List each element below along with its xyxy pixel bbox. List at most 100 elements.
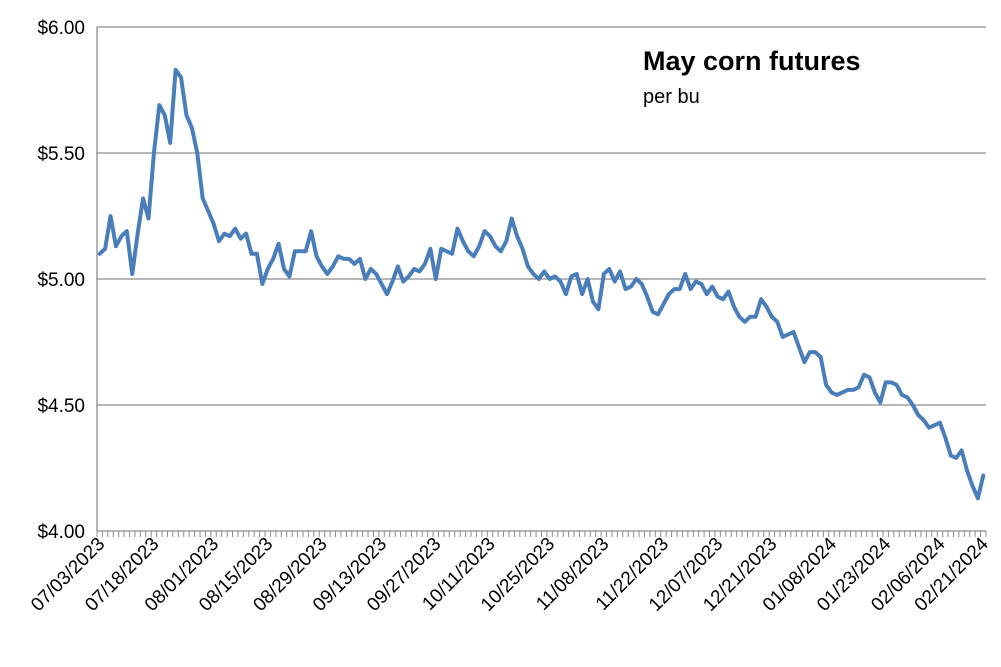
data-point [928,426,931,429]
data-point [651,310,654,313]
data-point [451,252,454,255]
chart-subtitle: per bu [643,86,700,108]
data-point [185,114,188,117]
data-point [532,272,535,275]
data-point [440,247,443,250]
data-point [109,215,112,218]
data-point [266,267,269,270]
y-axis-tick-labels: $4.00 $4.50 $5.00 $5.50 $6.00 [37,18,85,543]
data-point [207,209,210,212]
data-point [754,315,757,318]
data-point [250,252,253,255]
data-point [586,278,589,281]
data-point [570,275,573,278]
data-point [234,227,237,230]
data-point [884,381,887,384]
data-point [711,285,714,288]
data-point [678,288,681,291]
data-point [190,126,193,129]
data-point [890,381,893,384]
data-point [760,298,763,301]
data-point [196,152,199,155]
data-point [152,152,155,155]
data-point [694,280,697,283]
data-point [624,288,627,291]
series-layer [97,67,986,501]
data-point [228,235,231,238]
data-point [814,351,817,354]
data-point [326,272,329,275]
data-point [944,436,947,439]
data-point [846,388,849,391]
data-point [461,240,464,243]
data-point [163,114,166,117]
data-point [272,257,275,260]
data-point [537,278,540,281]
data-point [358,257,361,260]
data-point [331,265,334,268]
data-point [337,255,340,258]
data-point [700,283,703,286]
y-tick-label: $4.50 [37,396,85,417]
data-point [483,230,486,233]
data-point [499,250,502,253]
y-tick-label: $5.00 [37,270,85,291]
data-point [131,272,134,275]
data-point [342,257,345,260]
data-point [960,449,963,452]
data-point [792,330,795,333]
data-point [879,401,882,404]
data-point [158,104,161,107]
data-point [180,76,183,79]
data-point [830,391,833,394]
data-point [966,469,969,472]
data-point [283,267,286,270]
data-point [217,240,220,243]
data-point [348,257,351,260]
data-point [906,396,909,399]
data-point [396,265,399,268]
data-point [917,414,920,417]
data-point [657,313,660,316]
data-point [738,315,741,318]
data-point [629,285,632,288]
data-point [239,237,242,240]
data-point [868,376,871,379]
data-point [797,346,800,349]
data-point [429,247,432,250]
data-point [418,270,421,273]
data-point [386,293,389,296]
data-point [863,373,866,376]
data-point [705,293,708,296]
data-point [955,456,958,459]
data-point [749,315,752,318]
data-point [413,267,416,270]
data-point [619,270,622,273]
data-point [510,217,513,220]
data-point [667,293,670,296]
data-point [494,245,497,248]
data-point [743,320,746,323]
data-point [304,250,307,253]
data-point [900,393,903,396]
data-point [315,255,318,258]
data-point [98,252,101,255]
data-point [114,245,117,248]
data-point [727,290,730,293]
data-point [456,227,459,230]
data-point [635,278,638,281]
data-point [976,497,979,500]
data-point [911,404,914,407]
data-point [597,308,600,311]
data-point [375,272,378,275]
data-point [526,265,529,268]
data-point [949,454,952,457]
data-point [857,386,860,389]
data-point [261,283,264,286]
data-point [472,255,475,258]
data-point [575,272,578,275]
data-point [765,305,768,308]
axes [96,27,987,537]
